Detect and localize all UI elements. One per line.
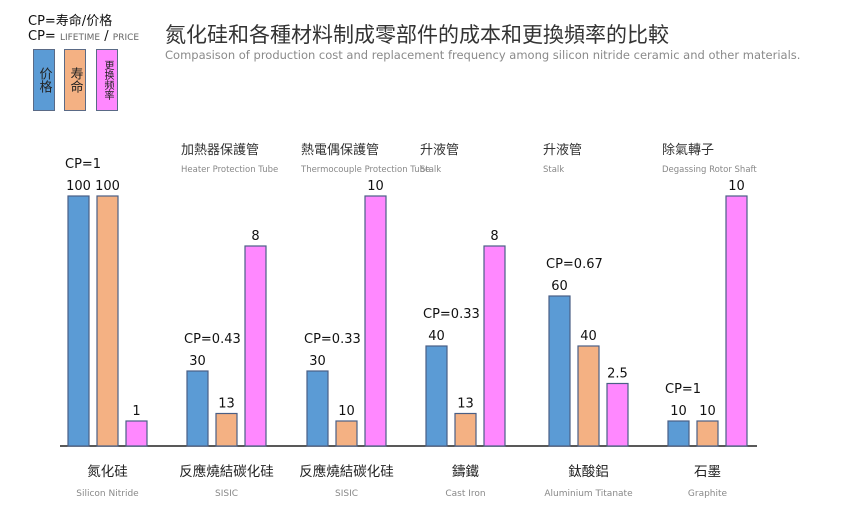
bar-value-label: 2.5	[607, 367, 628, 382]
bar-lifetime	[577, 345, 600, 447]
bar-value-label: 10	[367, 179, 384, 194]
part-label-en: Thermocouple Protection Tube	[300, 165, 430, 175]
bar-value-label: 8	[251, 229, 259, 244]
part-label-en: Heater Protection Tube	[181, 165, 278, 175]
category-label: 石墨	[694, 464, 721, 480]
bar-value-label: 60	[551, 279, 568, 294]
bar-price	[667, 420, 690, 447]
chart-subtitle: Compasison of production cost and replac…	[165, 48, 801, 62]
part-label: 升液管	[420, 143, 459, 158]
bar-frequency	[244, 245, 267, 447]
part-label-en: Stalk	[420, 165, 441, 175]
bar-value-label: 10	[670, 404, 687, 419]
part-label-en: Degassing Rotor Shaft	[662, 165, 757, 175]
part-label-en: Stalk	[543, 165, 564, 175]
cp-label: CP=0.43	[184, 332, 241, 347]
bar-value-label: 13	[457, 397, 474, 412]
cp-label: CP=1	[65, 157, 101, 172]
category-label-en: Graphite	[688, 489, 728, 499]
bar-frequency	[483, 245, 506, 447]
bar-lifetime	[96, 195, 119, 447]
bar-value-label: 8	[490, 229, 498, 244]
bar-value-label: 100	[66, 179, 91, 194]
bar-lifetime	[454, 412, 477, 447]
part-label: 除氣轉子	[662, 143, 714, 158]
bar-value-label: 40	[428, 329, 445, 344]
category-label-en: Silicon Nitride	[76, 489, 139, 499]
cp-label: CP=0.67	[546, 257, 603, 272]
legend-frequency-label: 更换频率	[102, 60, 113, 100]
bar-value-label: 1	[132, 404, 140, 419]
bar-price	[67, 195, 90, 447]
cp-label: CP=0.33	[423, 307, 480, 322]
part-label: 升液管	[543, 143, 582, 158]
category-label-en: SISIC	[335, 489, 358, 499]
bar-lifetime	[696, 420, 719, 447]
bar-frequency	[725, 195, 748, 447]
bar-frequency	[125, 420, 148, 447]
bar-value-label: 30	[309, 354, 326, 369]
legend-lifetime-label: 寿命	[67, 67, 83, 93]
cp-formula-slash: /	[104, 29, 109, 44]
bar-price	[425, 345, 448, 447]
cp-label: CP=1	[665, 382, 701, 397]
bar-value-label: 10	[338, 404, 355, 419]
bar-value-label: 10	[699, 404, 716, 419]
bar-value-label: 13	[218, 397, 235, 412]
part-label: 熱電偶保護管	[301, 142, 379, 158]
category-label-en: Cast Iron	[445, 489, 485, 499]
bar-price	[306, 370, 329, 447]
legend-frequency: 更换频率	[96, 49, 118, 111]
bar-value-label: 10	[728, 179, 745, 194]
category-label: 反應燒結碳化硅	[179, 463, 274, 480]
bar-lifetime	[335, 420, 358, 447]
legend-lifetime: 寿命	[64, 49, 86, 111]
category-label-en: SISIC	[215, 489, 238, 499]
category-label: 氮化硅	[87, 464, 128, 480]
chart-title: 氮化硅和各種材料制成零部件的成本和更換頻率的比較	[165, 23, 669, 47]
cp-formula-chinese: CP=寿命/价格	[28, 14, 113, 29]
legend-price: 价格	[33, 49, 55, 111]
bar-price	[186, 370, 209, 447]
bar-frequency	[364, 195, 387, 447]
category-label: 鈦酸鋁	[568, 464, 609, 480]
bar-frequency	[606, 382, 629, 447]
category-label: 鑄鐵	[452, 463, 479, 480]
bar-value-label: 30	[189, 354, 206, 369]
cp-formula-english: CP= LIFETIME / PRICE	[28, 29, 139, 44]
legend-price-label: 价格	[36, 67, 52, 93]
cp-formula-price: PRICE	[112, 33, 140, 43]
category-label-en: Aluminium Titanate	[544, 489, 633, 499]
bar-price	[548, 295, 571, 447]
part-label: 加熱器保護管	[181, 142, 259, 158]
cp-formula-prefix: CP=	[28, 29, 56, 44]
bar-lifetime	[215, 412, 238, 447]
cp-formula-lifetime: LIFETIME	[59, 33, 101, 43]
category-label: 反應燒結碳化硅	[299, 463, 394, 480]
bar-value-label: 100	[95, 179, 120, 194]
cp-label: CP=0.33	[304, 332, 361, 347]
bar-value-label: 40	[580, 329, 597, 344]
